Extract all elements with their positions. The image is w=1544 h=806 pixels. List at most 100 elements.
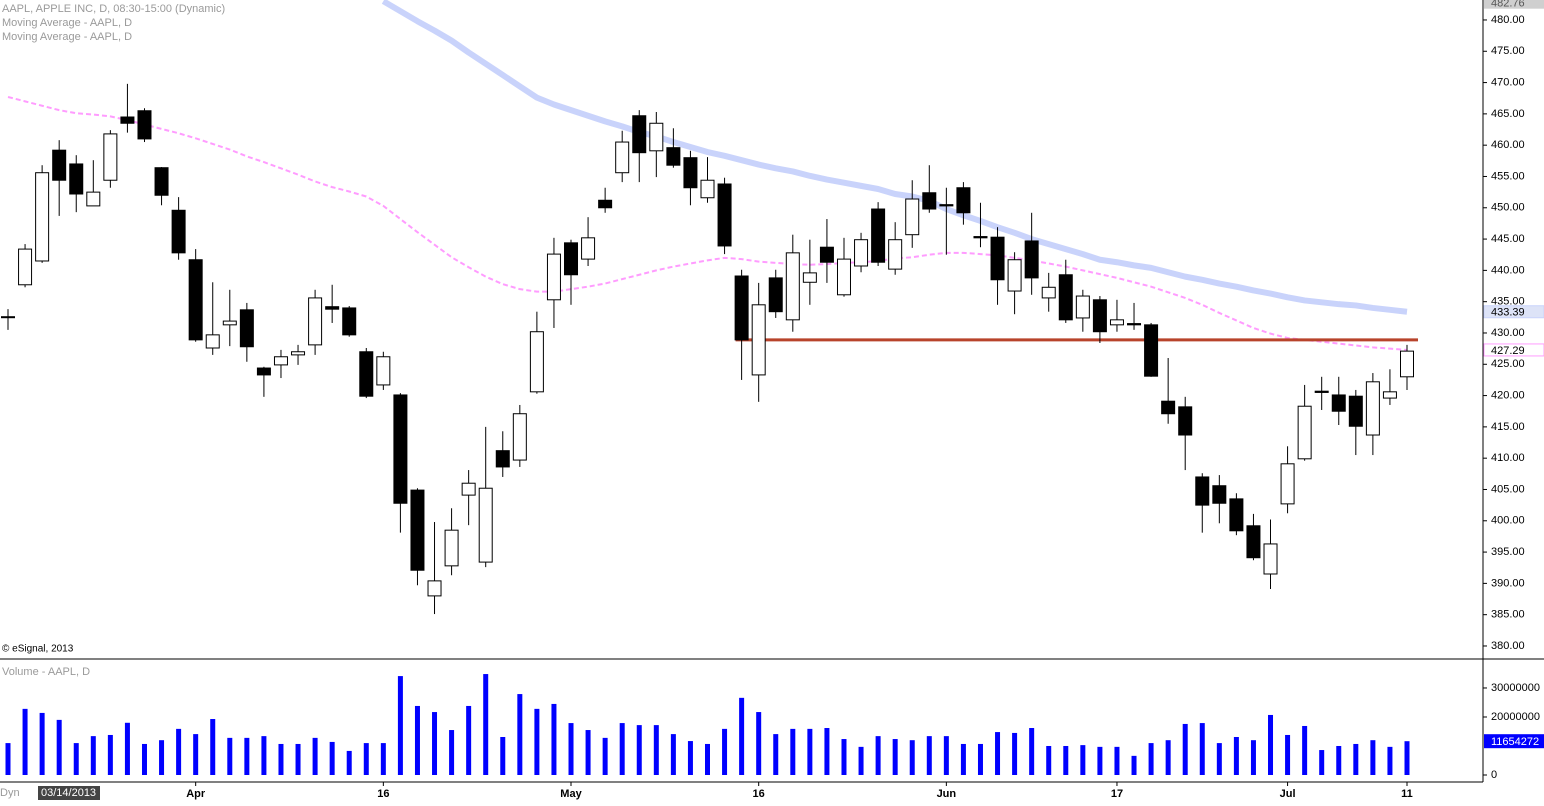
y-tick-label: 415.00 — [1491, 421, 1525, 433]
y-tick-label: 390.00 — [1491, 577, 1525, 589]
volume-bar — [517, 694, 523, 775]
candle-body — [1, 316, 15, 319]
candle-body — [495, 450, 510, 468]
volume-bar — [449, 730, 455, 775]
y-tick-label: 425.00 — [1491, 358, 1525, 370]
volume-bar — [1097, 746, 1103, 775]
volume-value-label: 11654272 — [1491, 736, 1539, 748]
candle-body — [376, 356, 391, 386]
x-tick-label: 11 — [1401, 788, 1413, 800]
candle-body — [1382, 391, 1397, 399]
candle-body — [1400, 350, 1414, 378]
volume-bar — [687, 741, 693, 775]
y-tick-label: 445.00 — [1491, 233, 1525, 245]
candle-body — [342, 307, 357, 336]
y-tick-label: 30000000 — [1491, 682, 1540, 694]
candle-body — [785, 252, 800, 321]
candle-body — [734, 275, 749, 341]
volume-bar — [363, 743, 369, 775]
volume-bar — [1268, 714, 1274, 775]
candle-body — [427, 580, 442, 597]
volume-bar — [244, 737, 250, 775]
x-tick-label: 17 — [1111, 788, 1123, 800]
volume-bar — [705, 743, 710, 775]
candle-body — [973, 236, 988, 239]
volume-bar — [295, 743, 301, 775]
moving-average-line — [7, 96, 1408, 351]
volume-bar — [107, 734, 113, 775]
candle-body — [205, 334, 220, 349]
volume-title: Volume - AAPL, D — [2, 666, 90, 678]
candle-body — [922, 192, 937, 210]
candle-body — [137, 110, 152, 140]
cursor-date-box — [38, 786, 100, 800]
volume-bar — [22, 708, 28, 775]
candle-body — [393, 394, 408, 504]
legend-entry: Moving Average - AAPL, D — [2, 17, 132, 29]
volume-bar — [551, 703, 557, 775]
volume-bar — [585, 730, 591, 775]
volume-bar — [995, 732, 1001, 775]
x-tick-label: May — [560, 788, 582, 800]
candle-body — [666, 147, 681, 166]
y-tick-label: 470.00 — [1491, 76, 1525, 88]
volume-bar — [90, 736, 96, 775]
candle-body — [239, 309, 254, 348]
x-tick-label: 16 — [753, 788, 765, 800]
candle-body — [86, 191, 101, 207]
volume-bar — [875, 736, 881, 775]
candle-body — [1331, 394, 1346, 412]
ma-value-label: 433.39 — [1491, 307, 1525, 319]
cursor-date: 03/14/2013 — [41, 787, 96, 799]
top-marker-label: 482.76 — [1491, 0, 1525, 10]
volume-bar — [1012, 732, 1018, 775]
candle-body — [1212, 485, 1227, 504]
ma-value-box — [1483, 343, 1544, 357]
candle-body — [990, 236, 1005, 281]
y-tick-label: 460.00 — [1491, 139, 1525, 151]
volume-bar — [619, 723, 625, 775]
volume-bar — [636, 725, 642, 775]
candle-body — [325, 306, 340, 310]
volume-bar — [261, 736, 267, 775]
candle-body — [1280, 463, 1295, 505]
candle-body — [854, 239, 869, 267]
chart-title: AAPL, APPLE INC, D, 08:30-15:00 (Dynamic… — [2, 3, 225, 15]
copyright: © eSignal, 2013 — [2, 644, 74, 655]
candle-body — [512, 413, 527, 461]
candle-body — [52, 149, 67, 181]
volume-bar — [1250, 740, 1256, 775]
candle-body — [956, 187, 971, 214]
volume-bar — [1199, 723, 1205, 775]
candle-body — [410, 489, 425, 571]
volume-bar — [1029, 728, 1035, 775]
volume-bar — [1046, 745, 1052, 775]
volume-bar — [159, 740, 165, 775]
candle-body — [1161, 400, 1176, 415]
volume-bar — [1336, 745, 1342, 775]
candle-body — [1348, 395, 1363, 427]
volume-bar — [1080, 745, 1086, 775]
x-tick-label: Jun — [937, 788, 957, 800]
candle-body — [768, 277, 783, 313]
x-tick-label: Apr — [186, 788, 206, 800]
candle-body — [564, 242, 579, 276]
volume-bar — [926, 736, 932, 775]
volume-bar — [1285, 734, 1291, 775]
y-tick-label: 385.00 — [1491, 609, 1525, 621]
candle-body — [444, 529, 459, 567]
volume-bar — [960, 743, 966, 775]
candle-body — [1229, 498, 1244, 532]
volume-bar — [790, 728, 796, 775]
volume-bar — [1063, 745, 1069, 775]
candle-body — [222, 320, 237, 326]
candle-body — [1195, 476, 1210, 506]
candle-body — [700, 179, 715, 199]
candle-body — [478, 487, 493, 563]
candle-body — [836, 258, 851, 296]
volume-bar — [756, 712, 762, 775]
candle-body — [291, 351, 306, 356]
volume-bar — [39, 712, 45, 775]
volume-bar — [141, 743, 147, 775]
volume-bar — [73, 743, 79, 775]
